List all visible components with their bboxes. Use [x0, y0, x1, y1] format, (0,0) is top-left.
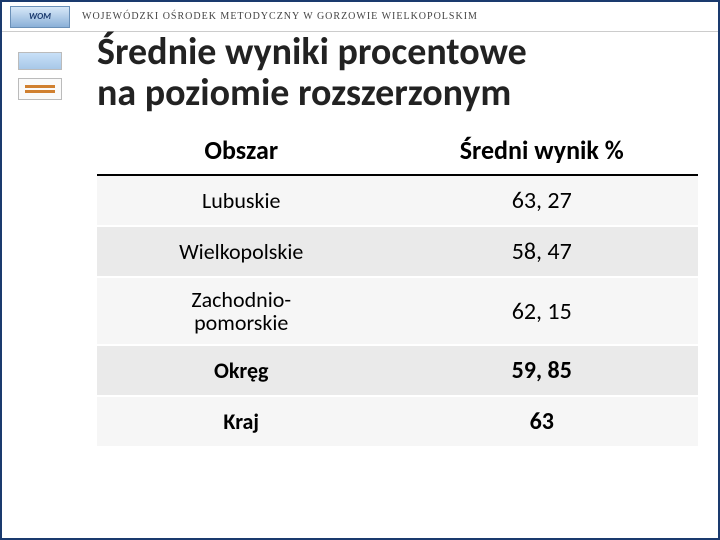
- cell-region: Zachodnio-pomorskie: [97, 277, 385, 345]
- table-row: Kraj63: [97, 396, 698, 447]
- table-row: Wielkopolskie58, 47: [97, 226, 698, 277]
- org-name: WOJEWÓDZKI OŚRODEK METODYCZNY W GORZOWIE…: [82, 11, 478, 22]
- logo-text: WOM: [29, 11, 51, 22]
- table-row: Okręg59, 85: [97, 345, 698, 396]
- title-line-2: na poziomie rozszerzonym: [97, 70, 511, 116]
- slide-frame: WOM WOJEWÓDZKI OŚRODEK METODYCZNY W GORZ…: [0, 0, 720, 540]
- table-row: Lubuskie63, 27: [97, 175, 698, 226]
- side-thumbnail-2: [18, 78, 62, 100]
- cell-value: 59, 85: [385, 345, 698, 396]
- table-row: Zachodnio-pomorskie62, 15: [97, 277, 698, 345]
- cell-region: Lubuskie: [97, 175, 385, 226]
- cell-value: 62, 15: [385, 277, 698, 345]
- results-table: Obszar Średni wynik % Lubuskie63, 27Wiel…: [97, 126, 698, 448]
- content-area: Średnie wyniki procentowe na poziomie ro…: [97, 32, 698, 528]
- cell-region: Wielkopolskie: [97, 226, 385, 277]
- header-bar: WOM WOJEWÓDZKI OŚRODEK METODYCZNY W GORZ…: [2, 2, 718, 32]
- wom-logo: WOM: [10, 6, 70, 28]
- side-thumbnail-1: [18, 52, 62, 70]
- title-line-1: Średnie wyniki procentowe: [97, 29, 527, 75]
- col-header-region: Obszar: [97, 126, 385, 175]
- cell-region: Okręg: [97, 345, 385, 396]
- slide-title: Średnie wyniki procentowe na poziomie ro…: [97, 32, 698, 114]
- col-header-value: Średni wynik %: [385, 126, 698, 175]
- cell-region: Kraj: [97, 396, 385, 447]
- cell-value: 63: [385, 396, 698, 447]
- table-header-row: Obszar Średni wynik %: [97, 126, 698, 175]
- cell-value: 63, 27: [385, 175, 698, 226]
- cell-value: 58, 47: [385, 226, 698, 277]
